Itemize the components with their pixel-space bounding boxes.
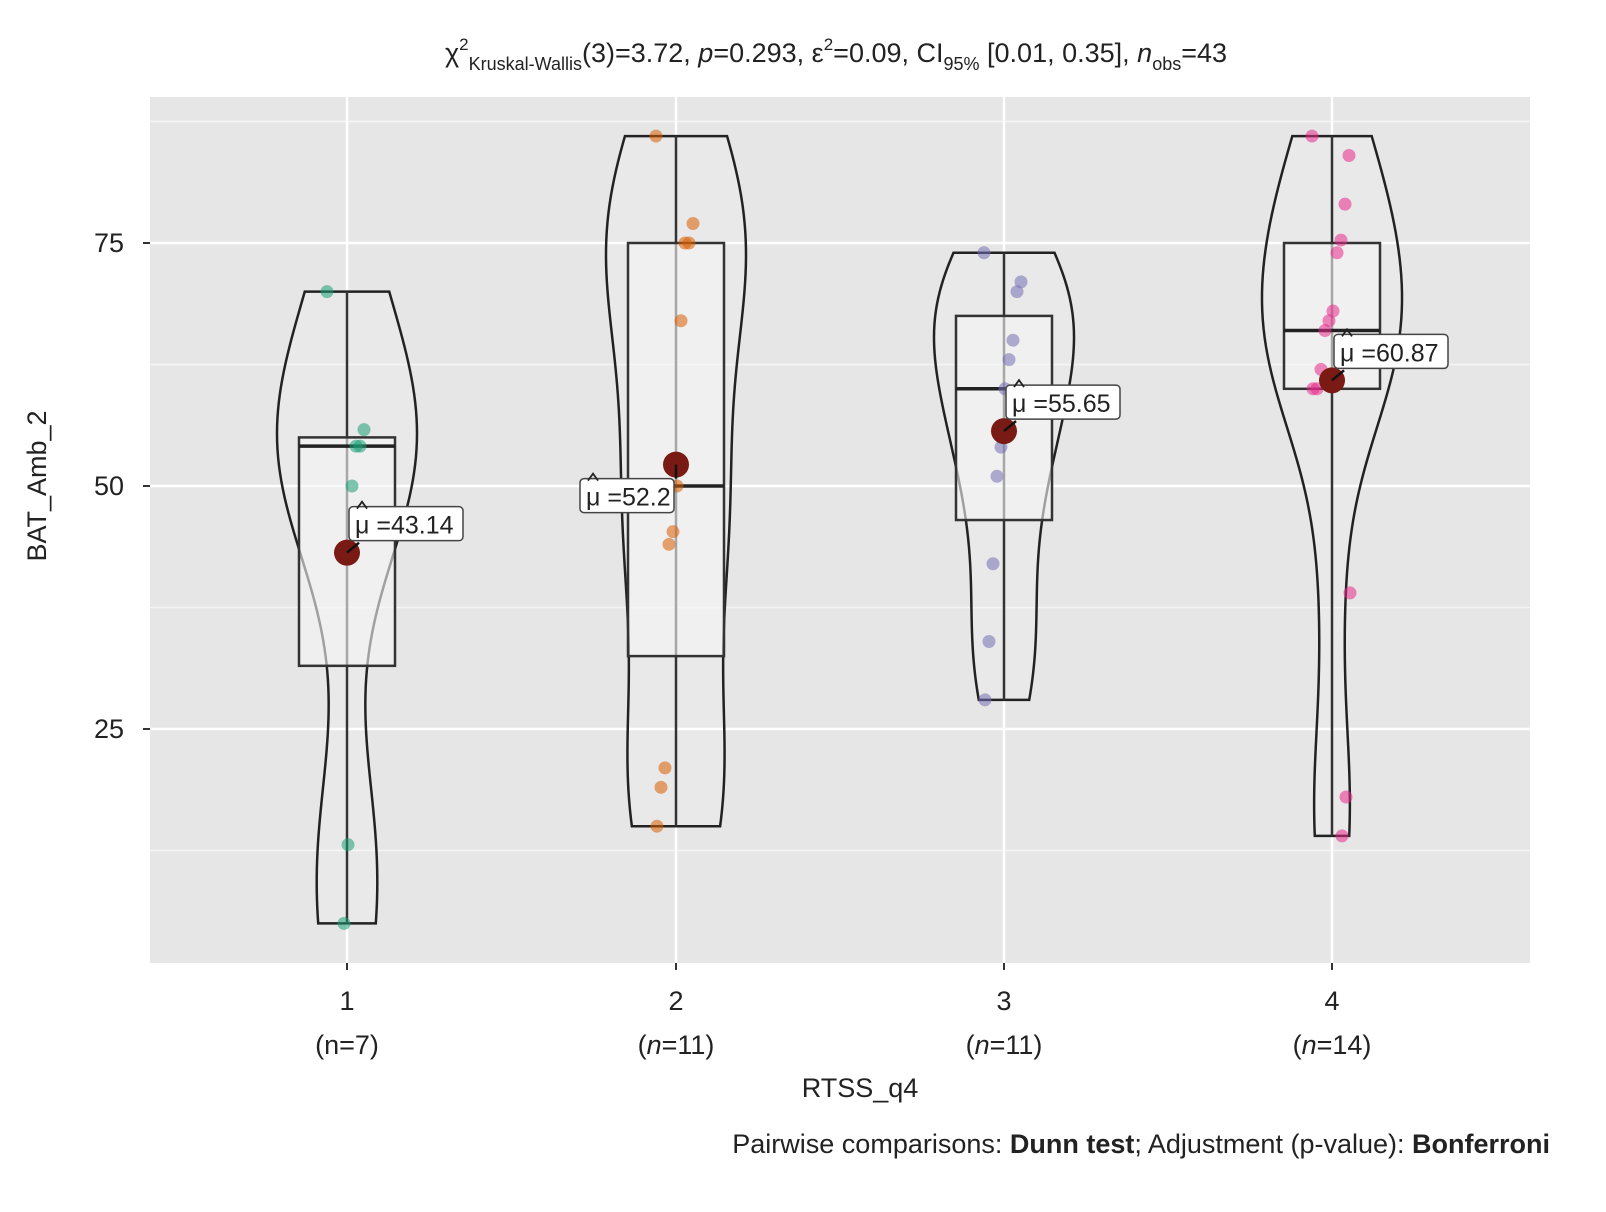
data-point (686, 217, 700, 231)
data-point (1010, 285, 1024, 299)
data-point (1318, 323, 1332, 337)
mean-label-box (1005, 384, 1121, 420)
x-tick-label: 1 (339, 986, 354, 1016)
data-point (1014, 275, 1028, 289)
group-2: μ =52.2 (579, 129, 748, 833)
data-point (1306, 382, 1320, 396)
data-point (1330, 246, 1344, 260)
data-point (1305, 129, 1319, 143)
y-tick-label: 25 (94, 714, 124, 744)
data-point (977, 246, 991, 260)
x-tick-label: 4 (1324, 986, 1339, 1016)
x-tick-n-label: (n=11) (966, 1030, 1043, 1060)
data-point (1326, 304, 1340, 318)
mean-label-box (579, 477, 675, 514)
x-tick-label: 3 (996, 986, 1011, 1016)
data-point (337, 916, 351, 930)
data-point (666, 525, 680, 539)
mean-label: μ =55.65 (1012, 390, 1111, 418)
x-tick-label: 2 (668, 986, 683, 1016)
x-axis: 1 (n=7) 2 (n=11) 3 (n=11) 4 (n=14) (315, 963, 1371, 1060)
data-point (986, 557, 1000, 571)
y-tick-label: 75 (94, 228, 124, 258)
mean-label-connector (346, 541, 360, 554)
data-point (357, 423, 371, 437)
data-point (990, 469, 1004, 483)
data-point (341, 838, 355, 852)
data-point (1335, 829, 1349, 843)
data-point (662, 537, 676, 551)
data-point (654, 780, 668, 794)
x-axis-label: RTSS_q4 (802, 1073, 919, 1103)
data-point (1322, 314, 1336, 328)
mean-hat-icon (356, 500, 368, 510)
mean-label-connector (1331, 369, 1345, 382)
data-point (1342, 149, 1356, 163)
group-1: μ =43.14 (275, 285, 464, 930)
mean-label: μ =60.87 (1340, 339, 1439, 367)
mean-hat-icon (1341, 327, 1353, 337)
data-point (1343, 586, 1357, 600)
y-axis-label: BAT_Amb_2 (22, 410, 52, 561)
x-tick-n-label: (n=11) (638, 1030, 715, 1060)
mean-label: μ =52.2 (586, 484, 671, 512)
groups: μ =43.14 μ =52.2 μ =55.65 μ =60.87 (275, 129, 1449, 930)
data-point (649, 129, 663, 143)
x-tick-n-label: (n=7) (315, 1030, 379, 1060)
data-point (349, 439, 363, 453)
y-axis: 25 50 75 (94, 228, 150, 744)
data-point (1006, 333, 1020, 347)
data-point (650, 819, 664, 833)
box (626, 241, 726, 658)
data-point (658, 761, 672, 775)
data-point (1338, 197, 1352, 211)
data-point (674, 314, 688, 328)
mean-label-box (1333, 333, 1449, 370)
data-point (1002, 353, 1016, 367)
data-point (678, 236, 692, 250)
mean-label: μ =43.14 (355, 512, 454, 540)
caption: Pairwise comparisons: Dunn test; Adjustm… (732, 1129, 1550, 1159)
x-tick-n-label: (n=14) (1293, 1030, 1372, 1060)
mean-label-connector (1003, 420, 1017, 433)
data-point (1339, 790, 1353, 804)
y-tick-label: 50 (94, 471, 124, 501)
data-point (320, 285, 334, 299)
data-point (345, 479, 359, 493)
mean-hat-icon (1013, 378, 1025, 388)
mean-hat-icon (587, 472, 599, 482)
data-point (1334, 233, 1348, 247)
group-4: μ =60.87 (1260, 129, 1449, 843)
group-3: μ =55.65 (932, 246, 1121, 707)
data-point (982, 635, 996, 649)
chart-title: χ2Kruskal-Wallis(3)=3.72, p=0.293, ε2=0.… (445, 35, 1227, 74)
data-point (978, 693, 992, 707)
mean-label-box (348, 505, 464, 542)
